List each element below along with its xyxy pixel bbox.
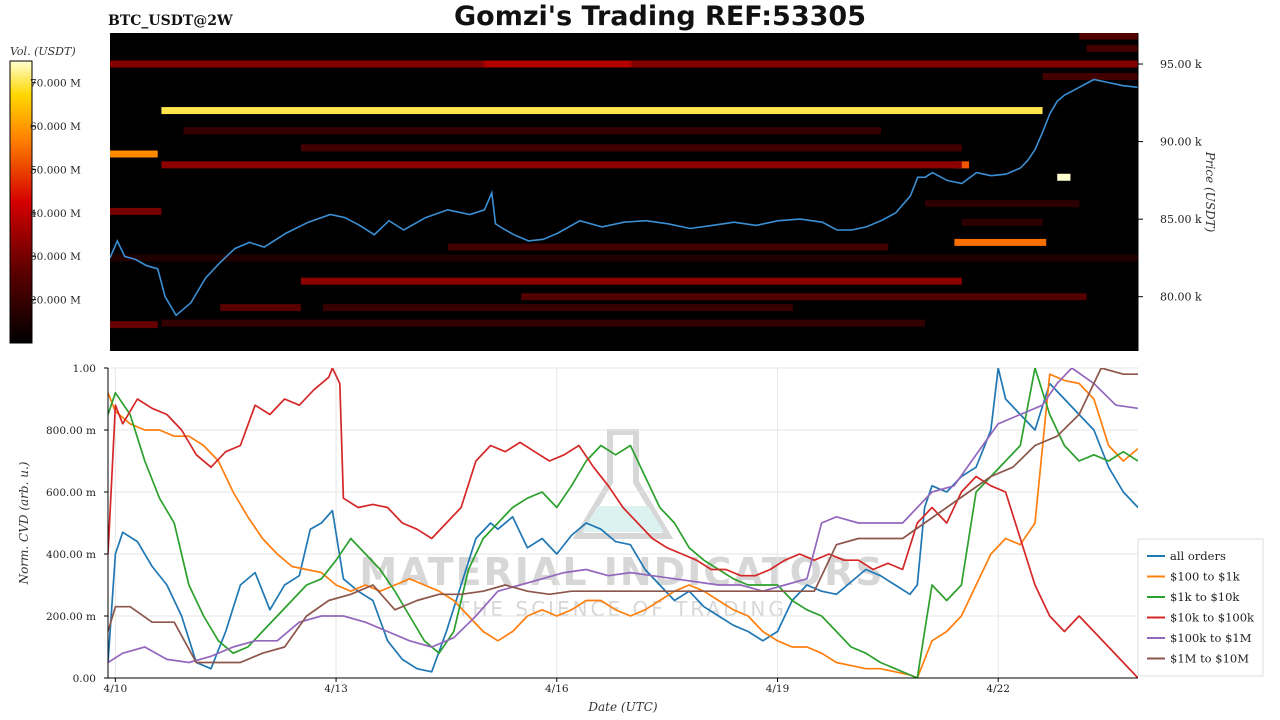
cvd-series-line xyxy=(108,368,1138,673)
liquidity-wall xyxy=(110,150,158,158)
liquidity-wall xyxy=(300,277,962,285)
colorbar: Vol. (USDT) 20.000 M 30.000 M 40.000 M 50.0… xyxy=(9,45,81,344)
liquidity-wall xyxy=(961,218,1043,226)
liquidity-wall xyxy=(925,200,1080,208)
liquidity-wall xyxy=(161,161,962,169)
page-title: Gomzi's Trading REF:53305 xyxy=(454,1,866,32)
symbol-label: BTC_USDT@2W xyxy=(108,13,233,29)
liquidity-wall xyxy=(322,304,793,312)
legend: all orders $100 to $1k $1k to $10k $10k to … xyxy=(1137,538,1264,677)
price-tick-label: 85.00 k xyxy=(1160,213,1202,226)
colorbar-label: Vol. (USDT) xyxy=(10,45,76,58)
y-tick-label: 200.00 m xyxy=(46,611,96,623)
legend-label: all orders xyxy=(1170,549,1226,563)
y-tick-label: 0.00 xyxy=(73,673,96,685)
cvd-series xyxy=(108,368,1138,678)
price-tick-label: 80.00 k xyxy=(1160,291,1202,304)
colorbar-tick-label: 60.000 M xyxy=(30,121,81,133)
liquidity-wall xyxy=(161,319,926,327)
price-line xyxy=(110,78,1138,317)
liquidity-wall xyxy=(183,127,881,135)
colorbar-ticks: 20.000 M 30.000 M 40.000 M 50.000 M 60.000 M… xyxy=(30,78,81,307)
cvd-series-line xyxy=(108,368,1138,678)
liquidity-wall xyxy=(484,60,632,68)
cvd-y-ticks: 0.00 200.00 m 400.00 m 600.00 m 800.00 m 1.00 xyxy=(46,363,108,685)
x-tick-label: 4/19 xyxy=(766,683,790,695)
y-tick-label: 800.00 m xyxy=(46,425,96,437)
x-tick-label: 4/22 xyxy=(986,683,1010,695)
price-tick-label: 95.00 k xyxy=(1160,58,1202,71)
liquidity-wall xyxy=(1079,33,1138,40)
x-tick-label: 4/16 xyxy=(545,683,569,695)
legend-box xyxy=(1137,538,1264,677)
heatmap-walls xyxy=(110,33,1138,329)
flask-liquid-icon xyxy=(582,506,664,532)
y-tick-label: 400.00 m xyxy=(46,549,96,561)
liquidity-wall xyxy=(110,321,158,329)
x-tick-label: 4/13 xyxy=(324,683,348,695)
liquidity-wall xyxy=(521,293,1087,301)
colorbar-tick-label: 20.000 M xyxy=(30,295,81,307)
cvd-series-line xyxy=(108,368,1138,664)
cvd-x-axis-label: Date (UTC) xyxy=(587,700,657,714)
colorbar-tick-label: 40.000 M xyxy=(30,208,81,220)
watermark: MATERIAL INDICATORS THE SCIENCE OF TRADI… xyxy=(359,429,884,621)
cvd-series-line xyxy=(108,368,1138,678)
heatmap-background xyxy=(110,33,1138,351)
cvd-series-line xyxy=(108,368,1138,664)
legend-label: $100 to $1k xyxy=(1170,570,1241,584)
y-tick-label: 1.00 xyxy=(73,363,96,375)
liquidity-wall xyxy=(1057,173,1071,181)
legend-label: $1M to $10M xyxy=(1170,652,1249,666)
colorbar-tick-label: 50.000 M xyxy=(30,164,81,176)
price-axis-ticks: 80.00 k 85.00 k 90.00 k 95.00 k xyxy=(1138,58,1202,304)
liquidity-wall xyxy=(954,161,970,169)
y-tick-label: 600.00 m xyxy=(46,487,96,499)
watermark-tagline: THE SCIENCE OF TRADING xyxy=(456,597,787,621)
watermark-brand: MATERIAL INDICATORS xyxy=(359,550,884,594)
legend-label: $1k to $10k xyxy=(1170,590,1240,604)
cvd-series-line xyxy=(108,373,1138,678)
cvd-panel: 0.00 200.00 m 400.00 m 600.00 m 800.00 m 1.00… xyxy=(17,363,1138,714)
liquidity-wall xyxy=(110,207,162,215)
liquidity-wall xyxy=(161,107,1043,115)
colorbar-gradient xyxy=(9,60,33,344)
cvd-y-axis-label: Norm. CVD (arb. u.) xyxy=(17,461,31,585)
legend-label: $10k to $100k xyxy=(1170,611,1255,625)
price-tick-label: 90.00 k xyxy=(1160,136,1202,149)
liquidity-wall xyxy=(220,304,301,312)
liquidity-wall xyxy=(1042,72,1138,80)
flask-logo-icon xyxy=(572,429,674,539)
legend-label: $100k to $1M xyxy=(1170,631,1252,645)
liquidity-wall xyxy=(300,144,962,152)
liquidity-wall xyxy=(1086,45,1138,53)
liquidity-wall xyxy=(447,243,889,251)
x-tick-label: 4/10 xyxy=(104,683,128,695)
liquidity-wall xyxy=(110,254,1138,262)
legend-items: all orders $100 to $1k $1k to $10k $10k to … xyxy=(1147,549,1255,666)
heatmap-panel: 80.00 k 85.00 k 90.00 k 95.00 k Price (USDT… xyxy=(110,33,1217,351)
cvd-x-ticks: 4/10 4/13 4/16 4/19 4/22 xyxy=(104,678,1010,695)
liquidity-wall xyxy=(954,238,1047,246)
price-axis-label: Price (USDT) xyxy=(1203,151,1217,233)
colorbar-tick-label: 70.000 M xyxy=(30,78,81,90)
colorbar-tick-label: 30.000 M xyxy=(30,251,81,263)
